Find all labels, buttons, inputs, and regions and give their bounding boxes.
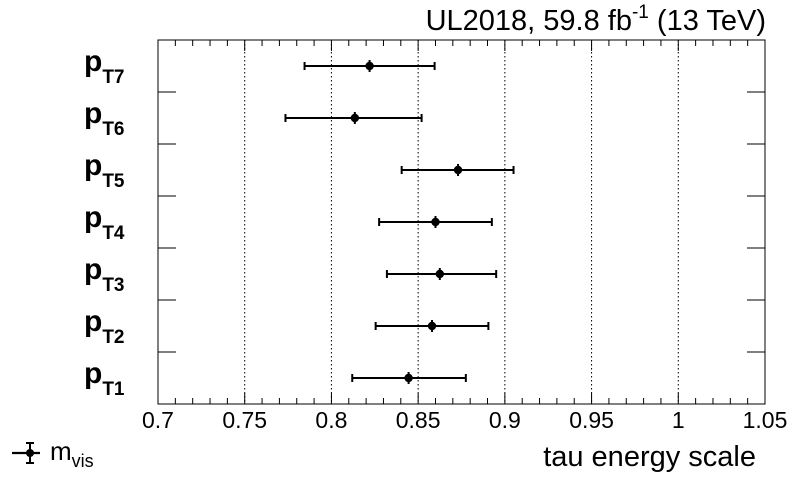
plot-frame xyxy=(157,39,766,405)
data-point xyxy=(365,61,374,71)
category-label: pT3 xyxy=(84,253,125,296)
data-point-group xyxy=(351,372,467,384)
category-label: pT7 xyxy=(84,45,125,88)
x-tick-label: 0.8 xyxy=(315,407,347,433)
category-label: pT5 xyxy=(84,149,125,192)
data-point xyxy=(435,269,445,279)
category-label-sub: T3 xyxy=(102,275,124,296)
title-tail: (13 TeV) xyxy=(649,5,766,37)
category-label-main: p xyxy=(84,357,102,390)
category-label-sub: T1 xyxy=(102,379,125,400)
legend: mvis xyxy=(12,436,94,471)
data-point xyxy=(431,217,440,227)
category-label-sub: T7 xyxy=(102,67,124,88)
x-tick-label: 0.85 xyxy=(396,407,441,433)
data-point xyxy=(453,165,463,175)
category-label-main: p xyxy=(84,305,102,338)
category-label: pT4 xyxy=(84,201,125,244)
category-label-sub: T2 xyxy=(102,327,124,348)
title-superscript: -1 xyxy=(632,2,649,23)
data-point-group xyxy=(400,164,515,176)
data-point-group xyxy=(284,112,423,124)
category-label-main: p xyxy=(84,97,102,130)
x-tick-label: 0.9 xyxy=(489,407,521,433)
category-label: pT1 xyxy=(84,357,125,400)
x-tick-label: 1 xyxy=(672,407,685,433)
data-points xyxy=(284,60,515,384)
x-axis-label: tau energy scale xyxy=(543,441,756,473)
data-point-group xyxy=(378,216,493,228)
category-label: pT2 xyxy=(84,305,125,348)
x-tick-label: 0.95 xyxy=(569,407,614,433)
legend-series-subscript: vis xyxy=(72,451,94,471)
category-label-main: p xyxy=(84,253,102,286)
chart-title: UL2018, 59.8 fb-1 (13 TeV) xyxy=(426,2,766,37)
data-point xyxy=(404,373,413,383)
category-label-sub: T6 xyxy=(102,119,124,140)
x-tick-label: 0.7 xyxy=(142,407,174,433)
category-label-sub: T4 xyxy=(102,223,125,244)
legend-label: mvis xyxy=(50,436,94,471)
x-tick-labels: 0.7 0.75 0.8 0.85 0.9 0.95 1 1.05 xyxy=(142,407,787,433)
vertical-gridlines xyxy=(244,40,679,404)
data-point-group xyxy=(303,60,436,72)
data-point xyxy=(350,113,360,123)
category-label-main: p xyxy=(84,45,102,78)
data-point xyxy=(427,321,437,331)
legend-marker-dot xyxy=(26,449,34,457)
category-label-main: p xyxy=(84,201,102,234)
data-point-group xyxy=(385,268,498,280)
category-label: pT6 xyxy=(84,97,125,140)
title-main: UL2018, 59.8 fb xyxy=(426,5,632,37)
category-label-sub: T5 xyxy=(102,171,125,192)
x-tick-label: 1.05 xyxy=(743,407,788,433)
category-label-main: p xyxy=(84,149,102,182)
data-point-group xyxy=(374,320,490,332)
axis-ticks xyxy=(157,40,766,404)
x-tick-label: 0.75 xyxy=(222,407,267,433)
legend-series-name: m xyxy=(50,436,72,466)
